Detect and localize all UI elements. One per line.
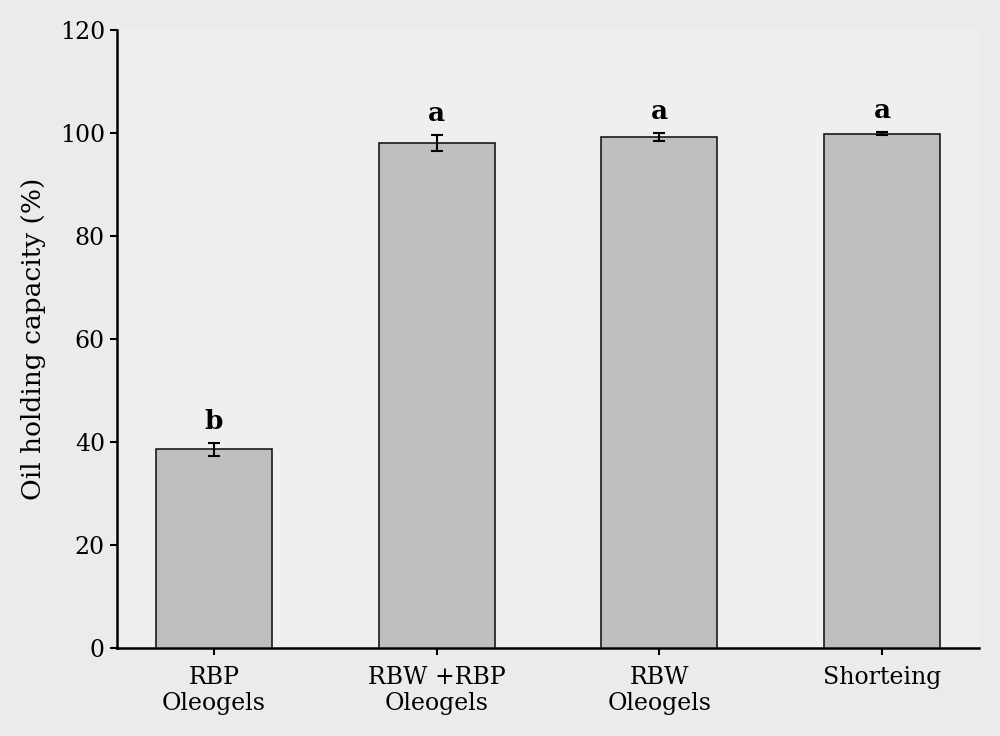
Text: b: b bbox=[205, 409, 223, 434]
Text: a: a bbox=[651, 99, 668, 124]
Bar bbox=[379, 143, 495, 648]
Bar bbox=[601, 137, 717, 648]
Text: a: a bbox=[873, 98, 891, 123]
Text: a: a bbox=[428, 101, 445, 126]
Bar bbox=[824, 134, 940, 648]
Bar bbox=[156, 450, 272, 648]
Y-axis label: Oil holding capacity (%): Oil holding capacity (%) bbox=[21, 177, 46, 500]
